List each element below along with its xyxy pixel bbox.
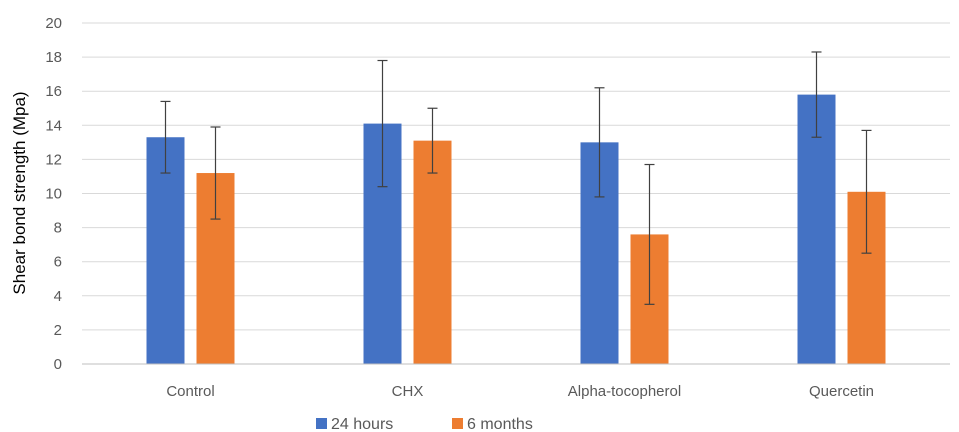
x-tick-label: CHX (392, 383, 424, 400)
x-axis-ticks: Control CHX Alpha-tocopherol Quercetin (166, 383, 874, 400)
legend-swatch (316, 418, 327, 429)
legend: 24 hours 6 months (316, 416, 533, 432)
bar-24-hours (797, 94, 836, 365)
y-axis-ticks: 0 2 4 6 8 10 12 14 16 18 20 (45, 15, 62, 373)
y-tick-label: 18 (45, 49, 62, 66)
x-tick-label: Quercetin (809, 383, 874, 400)
y-tick-label: 4 (54, 288, 62, 305)
bars (146, 94, 886, 365)
legend-label: 6 months (467, 416, 533, 432)
y-tick-label: 2 (54, 322, 62, 339)
legend-swatch (452, 418, 463, 429)
x-tick-label: Alpha-tocopherol (568, 383, 681, 400)
error-bars (160, 51, 872, 305)
y-tick-label: 8 (54, 220, 62, 237)
bar-24-hours (146, 137, 185, 364)
y-tick-label: 12 (45, 151, 62, 168)
y-tick-label: 14 (45, 117, 62, 134)
y-tick-label: 20 (45, 15, 62, 32)
y-axis-title: Shear bond strength (Mpa) (10, 91, 29, 294)
y-tick-label: 6 (54, 254, 62, 271)
x-tick-label: Control (166, 383, 214, 400)
y-tick-label: 0 (54, 356, 62, 373)
y-tick-label: 10 (45, 186, 62, 203)
legend-label: 24 hours (331, 416, 393, 432)
bar-6-months (413, 140, 452, 364)
y-tick-label: 16 (45, 83, 62, 100)
